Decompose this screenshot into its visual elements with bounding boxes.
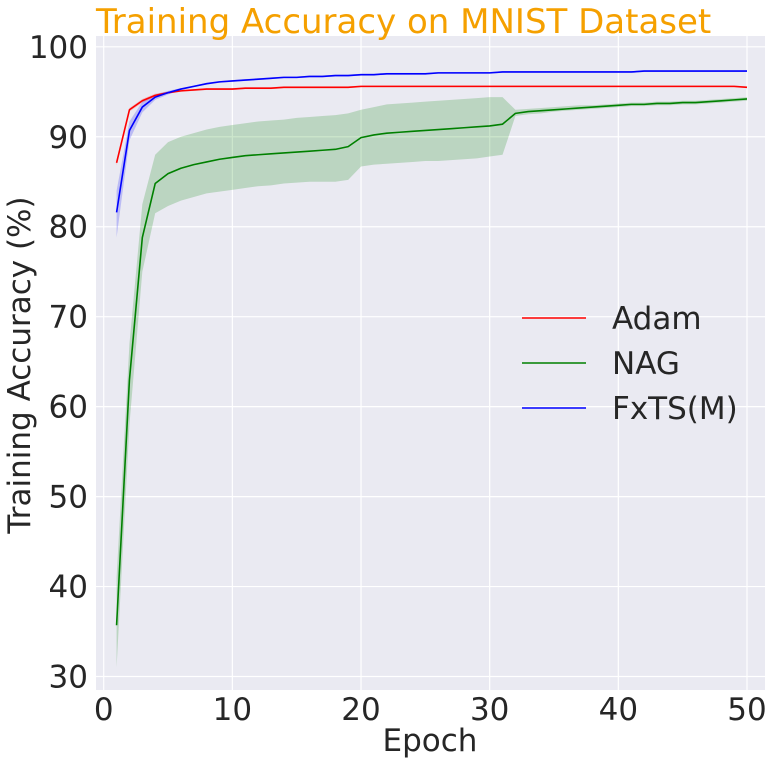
adam-line (115, 85, 748, 164)
nag-line (115, 98, 748, 626)
chart-title: Training Accuracy on MNIST Dataset (95, 2, 711, 42)
y-tick-label: 60 (49, 390, 88, 426)
y-tick-label: 70 (49, 300, 88, 336)
y-tick-label: 80 (49, 210, 88, 246)
y-tick-label: 100 (29, 30, 88, 66)
legend-label-fxts-m: FxTS(M) (612, 391, 738, 427)
legend-label-nag: NAG (612, 346, 680, 382)
y-tick-label: 90 (49, 120, 88, 156)
y-tick-label: 30 (49, 660, 88, 696)
x-tick-label: 50 (727, 692, 766, 728)
y-tick-labels: 30 40 50 60 70 80 90 100 (29, 30, 88, 696)
x-tick-label: 40 (599, 692, 638, 728)
x-tick-label: 0 (94, 692, 114, 728)
x-axis-label: Epoch (383, 723, 478, 759)
x-tick-label: 20 (341, 692, 380, 728)
fxts-m-line (115, 70, 747, 213)
gridlines (96, 36, 765, 690)
legend: Adam NAG FxTS(M) (522, 301, 738, 427)
y-tick-label: 40 (49, 570, 88, 606)
y-tick-label: 50 (49, 480, 88, 516)
legend-label-adam: Adam (612, 301, 702, 337)
x-tick-label: 10 (213, 692, 252, 728)
x-tick-labels: 0 10 20 30 40 50 (94, 692, 767, 728)
plot-area (96, 36, 765, 690)
confidence-bands (116, 70, 747, 668)
nag-band (116, 97, 747, 668)
x-tick-label: 30 (470, 692, 509, 728)
y-axis-label: Training Accuracy (%) (2, 196, 38, 534)
series-lines (115, 70, 748, 626)
